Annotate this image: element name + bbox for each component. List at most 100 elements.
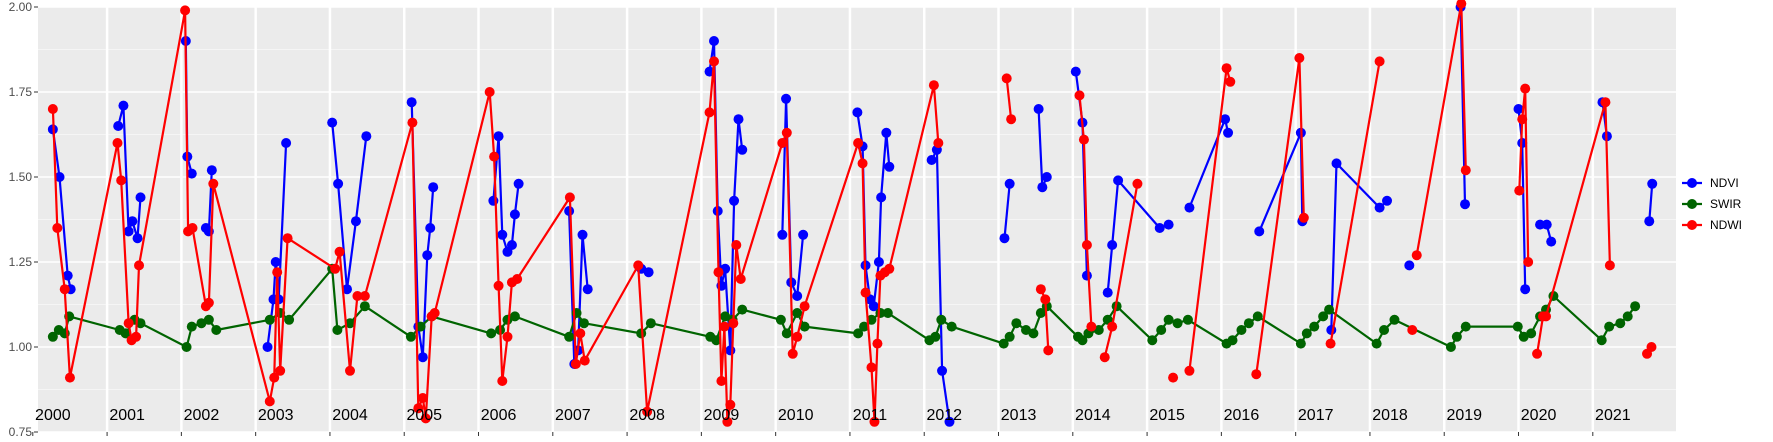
data-point (1460, 165, 1471, 176)
data-point (1411, 250, 1422, 261)
data-point (777, 138, 788, 148)
data-point (852, 107, 863, 118)
year-label: 2009 (704, 407, 740, 424)
data-point (1081, 270, 1092, 281)
legend: NDVI SWIR NDWI (1682, 176, 1742, 232)
data-point (868, 301, 879, 312)
data-point (1004, 178, 1015, 189)
data-point (799, 321, 810, 332)
data-point (859, 321, 870, 332)
year-label: 2013 (1001, 407, 1037, 424)
data-point (1099, 352, 1110, 363)
data-point (1006, 114, 1017, 125)
series-line (930, 148, 951, 422)
data-point (998, 338, 1009, 349)
year-label: 2018 (1372, 407, 1408, 424)
data-point (873, 257, 884, 267)
data-point (1093, 325, 1104, 335)
data-point (1520, 284, 1531, 295)
data-point (333, 178, 344, 189)
data-point (425, 223, 436, 233)
legend-key-point (1687, 178, 1697, 188)
data-point (1102, 287, 1113, 298)
data-point (869, 416, 880, 427)
data-point (350, 216, 361, 227)
data-point (1225, 76, 1236, 87)
data-point (642, 406, 653, 417)
data-point (575, 328, 586, 339)
data-point (1600, 97, 1611, 108)
data-point (486, 328, 497, 339)
data-point (1404, 260, 1415, 271)
data-point (1252, 311, 1263, 322)
data-point (937, 365, 948, 376)
y-tick-label: 1.75 (9, 85, 33, 99)
data-point (579, 355, 590, 366)
data-point (131, 331, 142, 342)
data-point (352, 291, 363, 301)
data-point (62, 270, 73, 281)
data-point (781, 127, 792, 138)
series-swir (47, 263, 1641, 352)
legend-key-point (1687, 199, 1697, 209)
year-label: 2007 (555, 407, 591, 424)
series-line (1648, 183, 1654, 222)
data-point (180, 5, 191, 16)
data-point (1371, 338, 1382, 349)
data-point (1518, 331, 1529, 342)
year-label: 2003 (258, 407, 294, 424)
data-point (1382, 195, 1393, 206)
data-point (1221, 63, 1232, 74)
data-point (497, 376, 508, 386)
data-point (728, 318, 739, 329)
data-point (1037, 182, 1048, 193)
data-point (1532, 348, 1543, 359)
data-point (1035, 308, 1046, 318)
data-point (1318, 311, 1329, 322)
data-point (429, 308, 440, 318)
data-point (112, 138, 123, 148)
data-point (1647, 178, 1658, 189)
data-point (946, 321, 957, 332)
series-line (1003, 183, 1011, 239)
data-point (52, 223, 63, 233)
data-point (407, 117, 418, 128)
legend-item-ndvi: NDVI (1682, 176, 1739, 190)
series-ndwi (47, 0, 1657, 427)
year-label: 2011 (853, 407, 888, 424)
data-point (413, 403, 424, 414)
data-point (1236, 325, 1247, 335)
data-point (564, 206, 575, 216)
data-point (1004, 331, 1015, 342)
data-point (643, 267, 654, 278)
year-label: 2008 (629, 407, 665, 424)
data-point (334, 246, 345, 257)
data-point (1514, 185, 1525, 196)
data-point (345, 318, 355, 329)
data-point (116, 175, 127, 186)
data-point (577, 229, 588, 240)
data-point (327, 117, 338, 128)
data-point (936, 314, 947, 325)
series-line (1078, 95, 1093, 327)
y-tick-label: 1.50 (9, 170, 33, 184)
data-point (564, 192, 575, 203)
data-point (579, 318, 589, 329)
data-point (1227, 335, 1238, 346)
data-point (502, 331, 513, 342)
data-point (1513, 104, 1524, 114)
data-point (484, 87, 495, 97)
data-point (262, 342, 273, 352)
data-point (264, 396, 275, 407)
data-point (359, 301, 370, 312)
data-point (406, 97, 417, 108)
data-point (54, 172, 65, 182)
data-point (798, 229, 809, 240)
data-point (405, 331, 416, 342)
data-point (725, 345, 736, 356)
data-point (636, 328, 647, 339)
year-label: 2017 (1298, 407, 1334, 424)
data-point (1604, 321, 1615, 332)
data-point (731, 240, 742, 250)
data-point (1035, 284, 1046, 295)
